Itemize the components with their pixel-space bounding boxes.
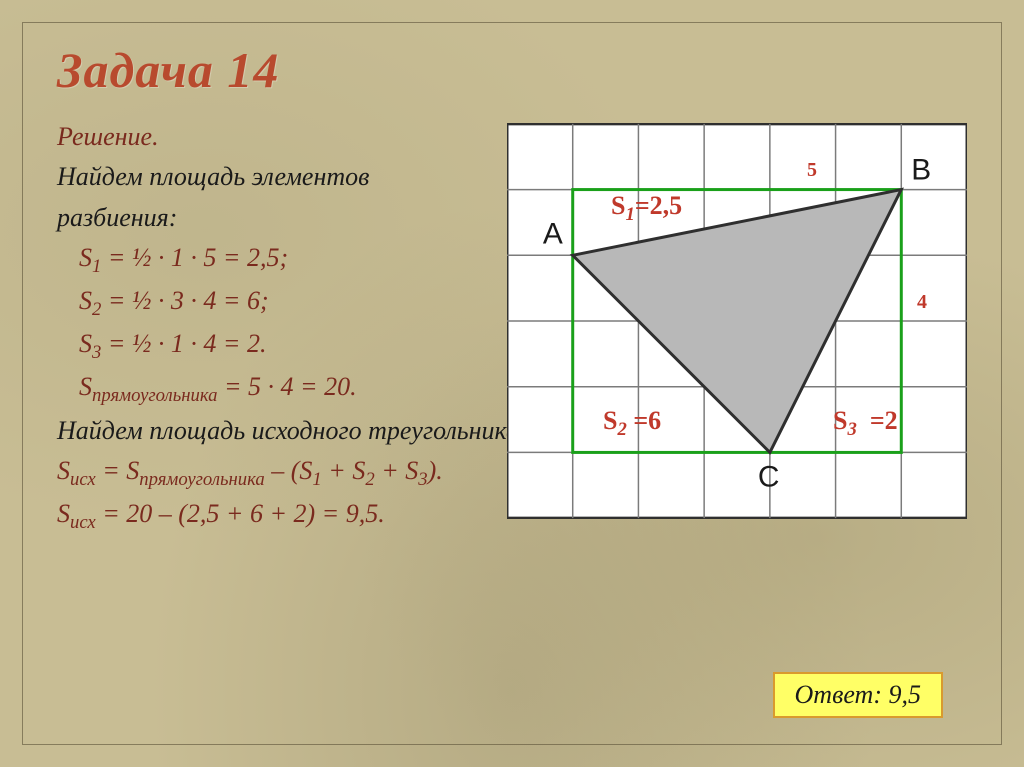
vertex-b-label: B (911, 154, 931, 187)
formula-expr: Sисх = Sпрямоугольника – (S1 + S2 + S3). (57, 456, 443, 485)
answer-box: Ответ: 9,5 (773, 672, 943, 718)
dim-width: 5 (807, 159, 817, 182)
vertex-c-label: C (758, 460, 780, 493)
s2-expr: S2 = ½ · 3 · 4 = 6; (79, 286, 269, 315)
diagram: A B C 5 4 S1=2,5 S2 =6 S3 =2 (507, 123, 967, 519)
area-s2: S2 =6 (603, 406, 661, 441)
slide: Задача 14 Решение. Найдем площадь элемен… (22, 22, 1002, 745)
problem-title: Задача 14 (57, 41, 967, 99)
diagram-svg: A B C (507, 123, 967, 519)
s3-expr: S3 = ½ · 1 · 4 = 2. (79, 329, 266, 358)
area-s3: S3 =2 (833, 406, 898, 441)
dim-height: 4 (917, 291, 927, 314)
rect-expr: Sпрямоугольника = 5 · 4 = 20. (79, 372, 357, 401)
area-s1: S1=2,5 (611, 191, 682, 226)
vertex-a-label: A (543, 217, 563, 250)
s1-expr: S1 = ½ · 1 · 5 = 2,5; (79, 243, 288, 272)
compute-expr: Sисх = 20 – (2,5 + 6 + 2) = 9,5. (57, 499, 385, 528)
